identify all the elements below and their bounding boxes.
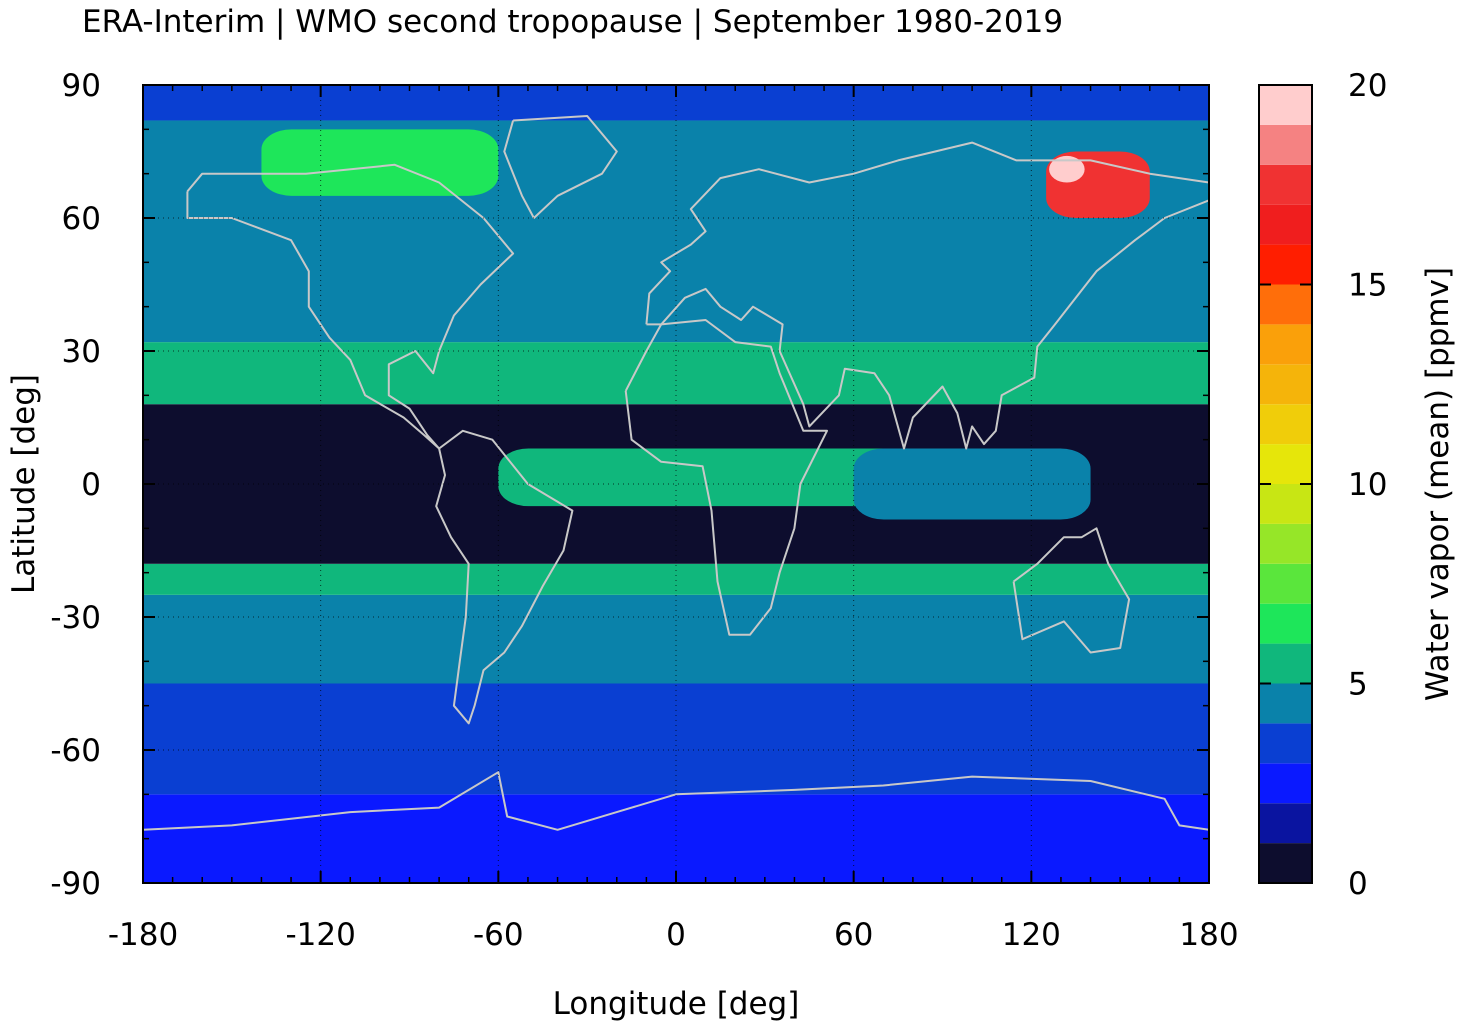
x-tick-label: -180 xyxy=(108,917,178,953)
coastline-1 xyxy=(435,429,574,725)
y-axis-ticks: 90 60 30 0 -30 -60 -90 xyxy=(50,68,1209,902)
colorbar-segment xyxy=(1259,484,1312,524)
x-tick-label: 120 xyxy=(1002,917,1061,953)
coastline-6 xyxy=(143,771,1209,831)
y-tick-label: 60 xyxy=(62,201,101,237)
x-axis-ticks: -180 -120 -60 0 60 120 180 xyxy=(108,85,1239,953)
colorbar-segment xyxy=(1259,244,1312,285)
colorbar-ticks: 0 5 10 15 20 xyxy=(1259,68,1387,902)
coastline-5 xyxy=(1012,527,1131,654)
field-region-south-polar xyxy=(143,794,1209,883)
field-region-indian-ocean-moist xyxy=(853,448,1091,520)
coastline-3 xyxy=(624,319,828,636)
colorbar xyxy=(1259,85,1312,883)
field-region-north-america-arctic-high xyxy=(261,129,499,196)
colorbar-segment xyxy=(1259,723,1312,764)
colorbar-tick-label: 5 xyxy=(1348,667,1368,703)
colorbar-tick-label: 20 xyxy=(1348,68,1387,104)
colorbar-segment xyxy=(1259,284,1312,325)
x-tick-label: 180 xyxy=(1179,917,1238,953)
water-vapor-field xyxy=(143,85,1209,883)
x-tick-label: -60 xyxy=(473,917,524,953)
colorbar-tick-label: 0 xyxy=(1348,866,1368,902)
colorbar-segment xyxy=(1259,85,1312,125)
coastlines xyxy=(143,115,1209,831)
colorbar-segment xyxy=(1259,324,1312,365)
y-axis-label: Latitude [deg] xyxy=(6,374,42,594)
colorbar-tick-label: 15 xyxy=(1348,268,1387,304)
y-tick-label: 0 xyxy=(81,467,101,503)
colorbar-segment xyxy=(1259,683,1312,724)
field-region-southern-midlatitudes xyxy=(143,594,1209,684)
colorbar-segment xyxy=(1259,643,1312,684)
x-tick-label: -120 xyxy=(285,917,355,953)
colorbar-segment xyxy=(1259,523,1312,564)
grid-lines xyxy=(143,85,1209,883)
colorbar-segment xyxy=(1259,364,1312,405)
coastline-2 xyxy=(503,115,618,219)
x-tick-label: 60 xyxy=(834,917,873,953)
coastline-4 xyxy=(645,141,1209,450)
y-tick-label: 90 xyxy=(62,68,101,104)
colorbar-segment xyxy=(1259,843,1312,883)
colorbar-segment xyxy=(1259,164,1312,205)
colorbar-segment xyxy=(1259,404,1312,445)
colorbar-segment xyxy=(1259,803,1312,844)
y-tick-label: -90 xyxy=(50,866,101,902)
x-axis-label: Longitude [deg] xyxy=(553,986,800,1022)
x-tick-label: 0 xyxy=(666,917,686,953)
chart-title: ERA-Interim | WMO second tropopause | Se… xyxy=(82,4,1063,40)
colorbar-segment xyxy=(1259,444,1312,484)
colorbar-segment xyxy=(1259,763,1312,804)
colorbar-segment xyxy=(1259,124,1312,165)
y-tick-label: 30 xyxy=(62,334,101,370)
field-region-siberia-peak xyxy=(1049,155,1085,183)
field-region-tropical-equatorial-moist-band xyxy=(498,448,973,507)
y-tick-label: -60 xyxy=(50,733,101,769)
colorbar-segment xyxy=(1259,204,1312,245)
colorbar-label: Water vapor (mean) [ppmv] xyxy=(1420,267,1456,701)
colorbar-tick-label: 10 xyxy=(1348,467,1387,503)
colorbar-segment xyxy=(1259,603,1312,644)
field-region-northern-subtropics xyxy=(143,342,1209,405)
coastline-0 xyxy=(186,163,515,450)
colorbar-segment xyxy=(1259,563,1312,604)
y-tick-label: -30 xyxy=(50,600,101,636)
